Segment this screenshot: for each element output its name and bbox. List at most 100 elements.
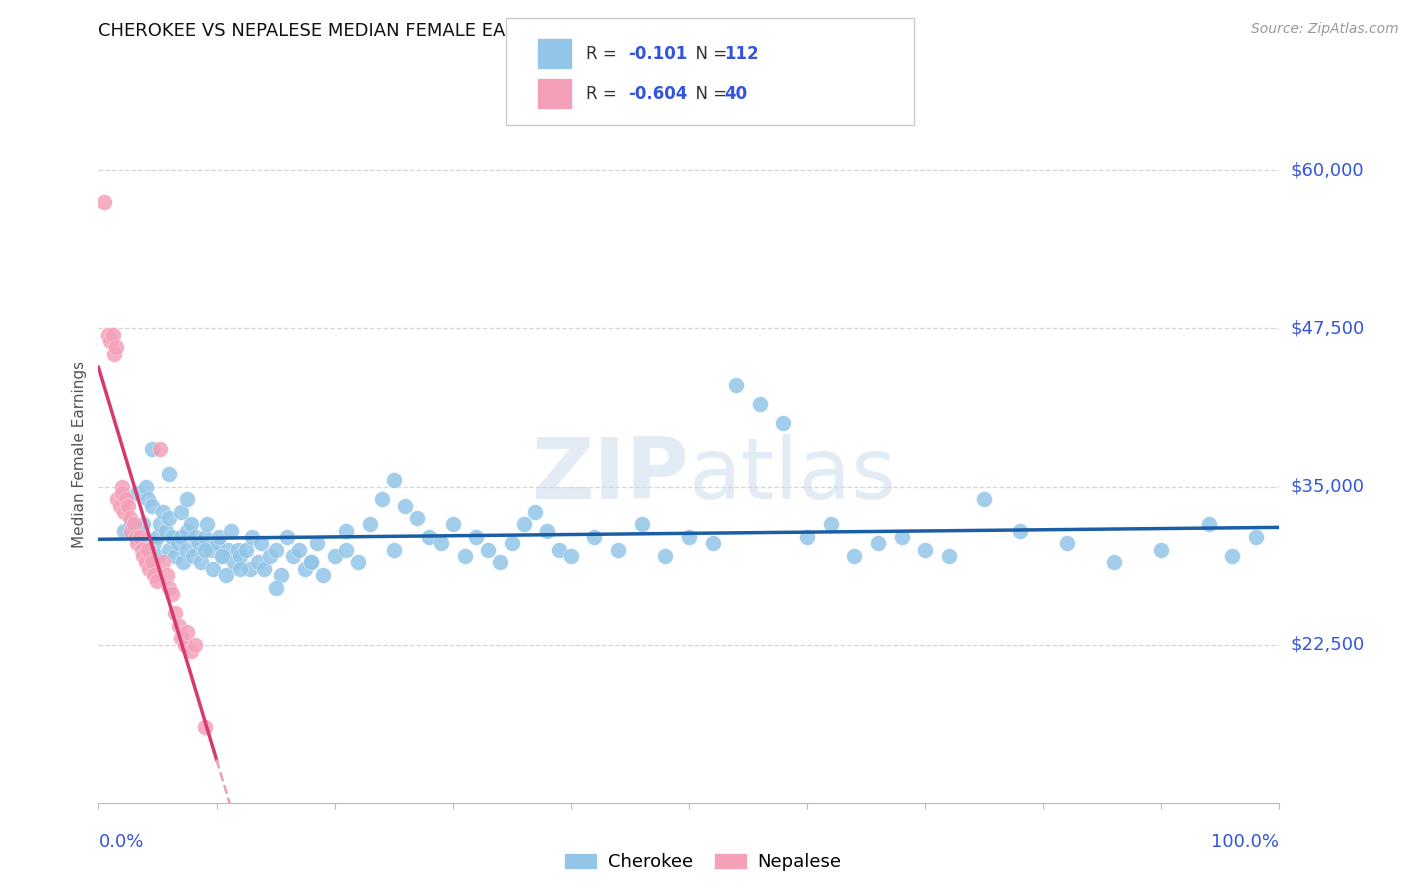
Point bbox=[167, 618, 190, 632]
Point bbox=[524, 505, 547, 519]
Point bbox=[312, 568, 335, 582]
Point bbox=[1056, 536, 1078, 550]
Point bbox=[194, 542, 217, 557]
Point bbox=[1220, 549, 1243, 563]
Point bbox=[136, 542, 159, 557]
Point bbox=[359, 517, 381, 532]
Point bbox=[172, 556, 194, 570]
Point bbox=[211, 549, 233, 563]
Point bbox=[176, 524, 198, 538]
Text: N =: N = bbox=[685, 85, 733, 103]
Point bbox=[560, 549, 582, 563]
Point bbox=[138, 562, 160, 576]
Point bbox=[117, 499, 139, 513]
Text: -0.604: -0.604 bbox=[628, 85, 688, 103]
Point bbox=[170, 530, 193, 544]
Point bbox=[181, 549, 204, 563]
Point bbox=[240, 530, 263, 544]
Point bbox=[250, 536, 273, 550]
Point bbox=[235, 542, 257, 557]
Point bbox=[371, 492, 394, 507]
Text: $22,500: $22,500 bbox=[1291, 636, 1365, 654]
Point bbox=[1244, 530, 1267, 544]
Point bbox=[170, 632, 193, 646]
Point bbox=[165, 549, 187, 563]
Point bbox=[136, 492, 159, 507]
Text: R =: R = bbox=[586, 45, 627, 62]
Point bbox=[160, 587, 183, 601]
Point bbox=[725, 378, 748, 392]
Point bbox=[418, 530, 440, 544]
Point bbox=[205, 536, 228, 550]
Point bbox=[299, 556, 322, 570]
Text: 40: 40 bbox=[724, 85, 747, 103]
Point bbox=[195, 517, 218, 532]
Point bbox=[335, 524, 357, 538]
Point bbox=[654, 549, 676, 563]
Point bbox=[1198, 517, 1220, 532]
Point bbox=[201, 562, 224, 576]
Point bbox=[141, 442, 163, 456]
Point bbox=[501, 536, 523, 550]
Point bbox=[98, 334, 121, 348]
Point bbox=[820, 517, 842, 532]
Point bbox=[114, 492, 136, 507]
Point bbox=[101, 327, 124, 342]
Point bbox=[157, 542, 180, 557]
Point bbox=[111, 479, 134, 493]
Point bbox=[382, 473, 405, 487]
Point bbox=[127, 486, 149, 500]
Point bbox=[135, 479, 157, 493]
Point bbox=[246, 556, 269, 570]
Text: Source: ZipAtlas.com: Source: ZipAtlas.com bbox=[1251, 22, 1399, 37]
Point bbox=[120, 511, 142, 525]
Point bbox=[131, 542, 153, 557]
Point bbox=[180, 644, 202, 658]
Point bbox=[160, 530, 183, 544]
Point bbox=[132, 549, 155, 563]
Point bbox=[152, 556, 174, 570]
Point bbox=[128, 530, 150, 544]
Point bbox=[1008, 524, 1031, 538]
Point bbox=[157, 467, 180, 481]
Point bbox=[253, 562, 276, 576]
Point bbox=[135, 556, 157, 570]
Point bbox=[430, 536, 453, 550]
Point bbox=[208, 530, 231, 544]
Point bbox=[1102, 556, 1125, 570]
Point bbox=[607, 542, 630, 557]
Point bbox=[152, 505, 174, 519]
Point bbox=[97, 327, 120, 342]
Point bbox=[702, 536, 724, 550]
Point bbox=[890, 530, 912, 544]
Point bbox=[141, 499, 163, 513]
Text: N =: N = bbox=[685, 45, 733, 62]
Point bbox=[270, 568, 292, 582]
Text: -0.101: -0.101 bbox=[628, 45, 688, 62]
Point bbox=[146, 530, 169, 544]
Point bbox=[141, 556, 163, 570]
Point bbox=[187, 536, 209, 550]
Point bbox=[844, 549, 866, 563]
Point bbox=[125, 530, 148, 544]
Point bbox=[149, 442, 172, 456]
Point bbox=[866, 536, 889, 550]
Point bbox=[276, 530, 298, 544]
Text: CHEROKEE VS NEPALESE MEDIAN FEMALE EARNINGS CORRELATION CHART: CHEROKEE VS NEPALESE MEDIAN FEMALE EARNI… bbox=[98, 22, 776, 40]
Point bbox=[122, 517, 145, 532]
Point bbox=[103, 347, 125, 361]
Point bbox=[489, 556, 512, 570]
Point bbox=[305, 536, 328, 550]
Point bbox=[121, 517, 143, 532]
Point bbox=[190, 556, 212, 570]
Point bbox=[477, 542, 499, 557]
Point bbox=[796, 530, 818, 544]
Point bbox=[394, 499, 416, 513]
Point bbox=[224, 556, 246, 570]
Point bbox=[264, 581, 287, 595]
Point bbox=[108, 499, 131, 513]
Text: 0.0%: 0.0% bbox=[98, 833, 143, 851]
Point bbox=[441, 517, 464, 532]
Point bbox=[294, 562, 316, 576]
Point bbox=[299, 556, 322, 570]
